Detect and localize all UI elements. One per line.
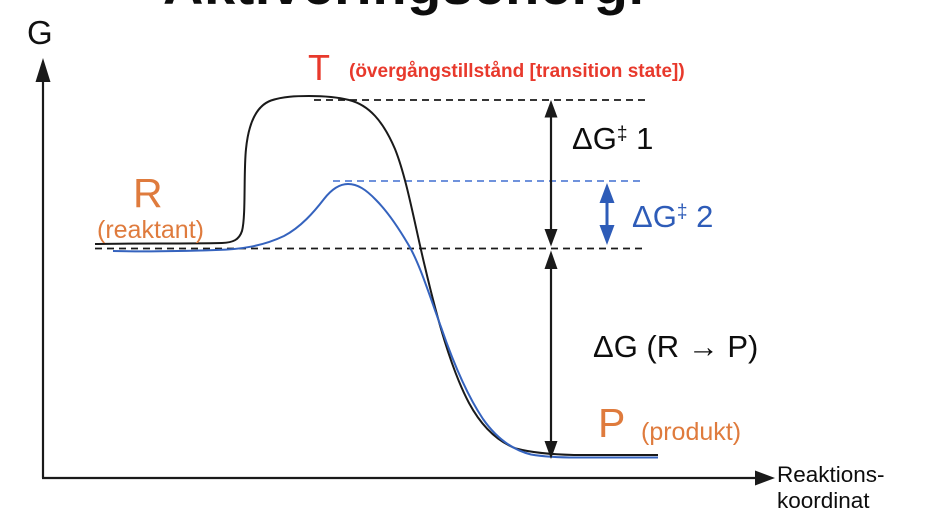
transition-state-symbol: T xyxy=(308,47,330,88)
dg2-base: ΔG xyxy=(632,199,677,234)
y-axis-label: G xyxy=(27,14,53,51)
x-axis-label-line2: koordinat xyxy=(777,487,870,513)
x-axis-label: Reaktions- koordinat xyxy=(777,462,885,513)
x-axis xyxy=(42,470,775,486)
product-symbol: P xyxy=(598,400,626,446)
dg-reaction-label: ΔG (R → P) xyxy=(593,329,759,364)
y-axis xyxy=(35,58,51,478)
energy-curve-catalyzed xyxy=(112,182,658,459)
reactant-symbol: R xyxy=(133,170,163,216)
dg2-doubledagger: ‡ xyxy=(676,201,688,223)
reactant-description: (reaktant) xyxy=(97,216,204,244)
dg-rp-measure-arrow xyxy=(544,250,558,459)
x-axis-label-line1: Reaktions- xyxy=(777,462,885,487)
transition-state-description: (övergångstillstånd [transition state]) xyxy=(349,61,685,82)
dg1-base: ΔG xyxy=(572,121,617,156)
dg1-index: 1 xyxy=(627,121,654,156)
y-axis-arrowhead-icon xyxy=(35,58,51,82)
dg1-label: ΔG‡ 1 xyxy=(572,121,654,156)
dg2-measure-arrow xyxy=(599,183,615,245)
page-title: Aktiveringsenergi xyxy=(163,0,645,15)
energy-curve-uncatalyzed xyxy=(94,94,658,456)
dg1-doubledagger: ‡ xyxy=(616,123,628,145)
dg2-index: 2 xyxy=(687,199,714,234)
product-description: (produkt) xyxy=(641,418,742,446)
x-axis-arrowhead-icon xyxy=(755,470,775,486)
dg1-measure-arrow xyxy=(544,100,558,247)
dg2-label: ΔG‡ 2 xyxy=(632,199,714,234)
